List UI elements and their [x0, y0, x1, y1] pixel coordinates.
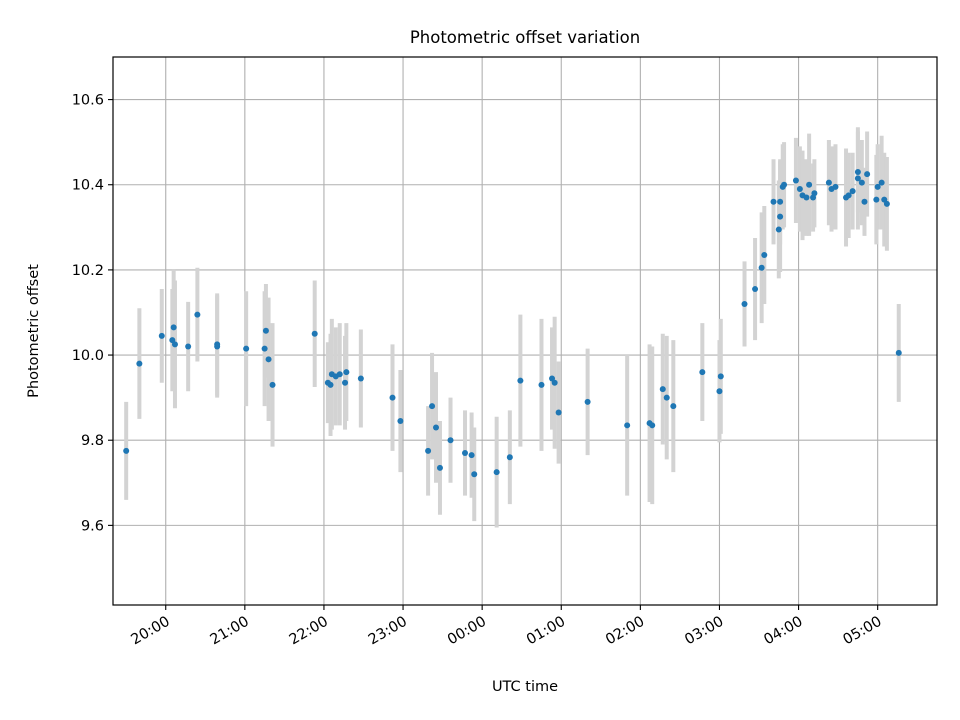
data-point [506, 454, 513, 461]
data-point [389, 394, 396, 401]
data-point [171, 341, 178, 348]
data-point [832, 183, 839, 190]
data-point [803, 194, 810, 201]
data-point [741, 300, 748, 307]
data-point [357, 375, 364, 382]
data-point [170, 324, 177, 331]
data-point [194, 311, 201, 318]
data-point [849, 188, 856, 195]
data-point [584, 398, 591, 405]
data-point [854, 175, 861, 182]
data-point [761, 251, 768, 258]
data-point [649, 422, 656, 429]
data-point [311, 330, 318, 337]
data-point [123, 447, 130, 454]
data-point [214, 343, 221, 350]
y-tick-label: 10.6 [72, 93, 104, 109]
y-axis-label: Photometric offset [26, 264, 42, 398]
data-point [538, 381, 545, 388]
data-point [185, 343, 192, 350]
data-point [699, 369, 706, 376]
data-point [261, 345, 268, 352]
data-point [854, 168, 861, 175]
x-axis-label: UTC time [492, 679, 558, 695]
data-point [861, 198, 868, 205]
y-tick-label: 9.6 [81, 518, 104, 534]
data-point [471, 471, 478, 478]
data-point [429, 403, 436, 410]
data-point [670, 403, 677, 410]
data-point [343, 369, 350, 376]
data-point [136, 360, 143, 367]
data-point [825, 179, 832, 186]
data-point [781, 181, 788, 188]
data-point [878, 179, 885, 186]
data-point [874, 183, 881, 190]
data-point [858, 179, 865, 186]
data-point [158, 332, 165, 339]
data-point [462, 449, 469, 456]
y-tick-label: 10.0 [72, 348, 104, 364]
data-point [873, 196, 880, 203]
chart-title: Photometric offset variation [410, 28, 640, 47]
data-point [659, 386, 666, 393]
data-point [342, 379, 349, 386]
data-point [716, 388, 723, 395]
data-point [775, 226, 782, 233]
y-tick-label: 10.4 [72, 178, 104, 194]
data-point [269, 381, 276, 388]
data-point [551, 379, 558, 386]
data-point [425, 447, 432, 454]
data-point [777, 213, 784, 220]
data-point [447, 437, 454, 444]
data-point [811, 190, 818, 197]
data-point [397, 418, 404, 425]
data-point [883, 200, 890, 207]
data-point [433, 424, 440, 431]
data-point [717, 373, 724, 380]
data-points [123, 168, 902, 478]
data-point [493, 469, 500, 476]
data-point [770, 198, 777, 205]
data-point [262, 327, 269, 334]
data-point [796, 185, 803, 192]
data-point [777, 198, 784, 205]
data-point [517, 377, 524, 384]
data-point [806, 181, 813, 188]
data-point [243, 345, 250, 352]
data-point [663, 394, 670, 401]
data-point [336, 371, 343, 378]
data-point [792, 177, 799, 184]
y-tick-label: 10.2 [72, 263, 104, 279]
data-point [895, 349, 902, 356]
data-point [265, 356, 272, 363]
y-tick-label: 9.8 [81, 433, 104, 449]
data-point [327, 381, 334, 388]
data-point [845, 192, 852, 199]
data-point [624, 422, 631, 429]
data-point [468, 452, 475, 459]
data-point [436, 464, 443, 471]
data-point [555, 409, 562, 416]
data-point [758, 264, 765, 271]
data-point [752, 286, 759, 293]
y-axis: 9.6 9.8 10.0 10.2 10.4 10.6 [72, 93, 113, 534]
plot-frame [112, 56, 938, 606]
data-point [864, 171, 871, 178]
